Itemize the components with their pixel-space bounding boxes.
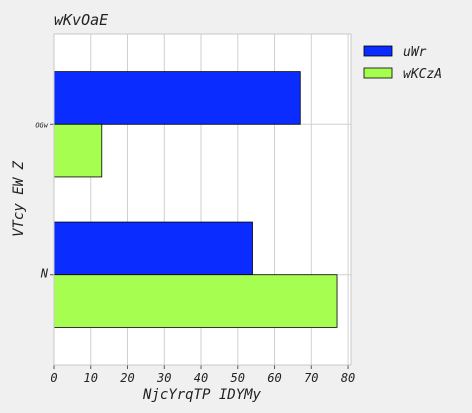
- bar-uWr-OGw: [53, 71, 301, 125]
- bars: [53, 71, 338, 328]
- bar-wKCzA-OGw: [53, 123, 103, 178]
- plot-frame: [53, 33, 352, 366]
- x-tick-label-60: 60: [267, 371, 281, 385]
- legend-swatch-uWr: [363, 45, 393, 57]
- x-tick-label-0: 0: [50, 371, 57, 385]
- x-tick-label-20: 20: [120, 371, 134, 385]
- bar-uWr-N: [53, 221, 253, 276]
- legend-label-uWr: uWr: [403, 45, 427, 60]
- x-axis-ticks: 0 10 20 30 40 50 60 70 80: [50, 365, 355, 385]
- x-tick-label-40: 40: [194, 371, 208, 385]
- y-axis-ticks: N OGw: [35, 121, 54, 281]
- legend-label-wKCzA: wKCzA: [403, 67, 442, 82]
- x-tick-label-30: 30: [156, 371, 171, 385]
- chart-title: wKvOaE: [54, 11, 108, 29]
- x-tick-label-70: 70: [304, 371, 318, 385]
- x-tick-label-10: 10: [84, 371, 98, 385]
- bar-wKCzA-N: [53, 274, 338, 328]
- y-tick-label-OGw: OGw: [35, 121, 48, 129]
- legend: uWr wKCzA: [357, 37, 454, 86]
- x-tick-label-50: 50: [231, 371, 245, 385]
- legend-swatch-wKCzA: [363, 67, 393, 79]
- y-tick-label-N: N: [40, 267, 49, 281]
- x-tick-label-80: 80: [341, 371, 355, 385]
- y-axis-label: VTcy EW Z: [11, 161, 27, 237]
- x-axis-label: NjcYrqTP IDYMy: [142, 387, 262, 403]
